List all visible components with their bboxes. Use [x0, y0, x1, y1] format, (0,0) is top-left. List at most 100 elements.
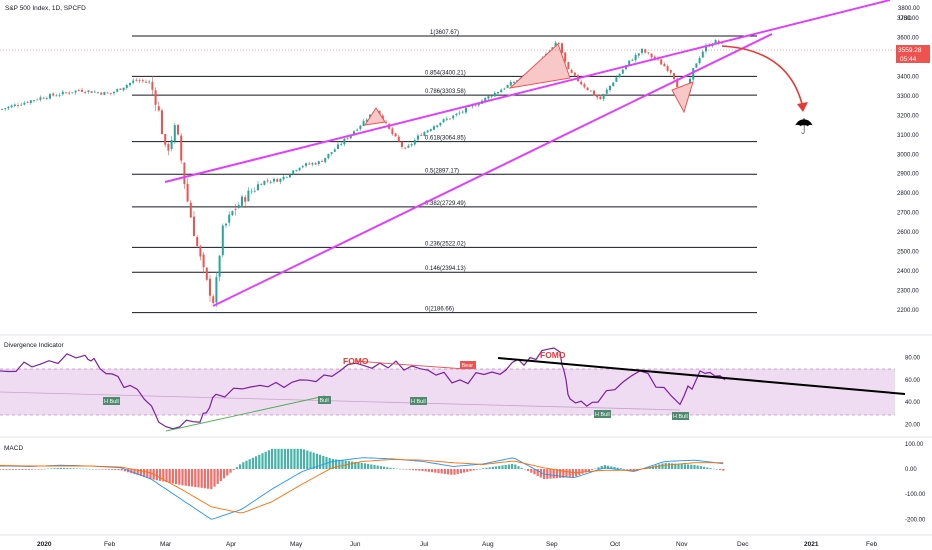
- macd-histogram-bar: [437, 469, 440, 474]
- macd-pane-title: MACD: [4, 445, 23, 452]
- candle-body: [212, 296, 215, 303]
- channel-lower-line[interactable]: [212, 33, 773, 307]
- candle-body: [228, 214, 231, 223]
- candle-body: [705, 45, 707, 52]
- macd-histogram-bar: [133, 469, 136, 475]
- candle-body: [401, 142, 403, 147]
- macd-histogram-bar: [469, 469, 472, 472]
- candle-body: [343, 138, 346, 145]
- time-tick-label: Feb: [866, 541, 878, 548]
- candle-body: [647, 52, 650, 54]
- candle-body: [218, 255, 221, 277]
- candle-body: [397, 136, 400, 142]
- fibonacci-retracement[interactable]: 1(3607.67) 0.854(3400.21) 0.786(3303.58) 0.…: [132, 30, 757, 314]
- candle-body: [177, 124, 179, 135]
- candle-body: [61, 91, 64, 95]
- candle-body: [260, 184, 263, 185]
- candle-body: [596, 95, 599, 98]
- candle-body: [173, 125, 176, 142]
- candle-body: [93, 91, 96, 93]
- divergence-pane[interactable]: FOMO FOMO Bear H Bull Bull H Bull H Bull…: [0, 342, 921, 432]
- macd-histogram-bar: [360, 462, 363, 469]
- candle-body: [209, 278, 211, 296]
- chart-title: S&P 500 Index, 1D, SPCFD: [5, 5, 86, 12]
- macd-histogram-bar: [53, 468, 56, 469]
- macd-histogram-bar: [56, 467, 59, 469]
- macd-histogram-bar: [357, 462, 360, 469]
- macd-histogram-bar: [309, 451, 312, 469]
- candle-body: [84, 92, 87, 94]
- channel-upper-line[interactable]: [164, 0, 891, 183]
- candle-body: [330, 152, 333, 154]
- macd-histogram-bar: [213, 469, 216, 487]
- bull-label-2: Bull: [318, 396, 331, 404]
- candle-body: [113, 91, 115, 94]
- macd-histogram-bar: [293, 448, 296, 469]
- macd-histogram-bar: [546, 469, 549, 479]
- macd-histogram-bar: [363, 463, 366, 469]
- macd-histogram-bar: [149, 469, 152, 479]
- candle-body: [340, 144, 343, 145]
- macd-histogram-bar: [552, 469, 555, 479]
- macd-histogram-bar: [258, 454, 261, 469]
- price-tick-label: 3300.00: [897, 94, 919, 100]
- umbrella-icon: ☂: [794, 114, 814, 139]
- macd-histogram-bar: [667, 463, 670, 469]
- candle-body: [589, 90, 592, 92]
- macd-histogram-bar: [456, 469, 459, 475]
- price-tick-label: 2300.00: [897, 289, 919, 295]
- macd-histogram-bar: [677, 463, 680, 469]
- price-pane[interactable]: 1(3607.67) 0.854(3400.21) 0.786(3303.58) 0.…: [0, 0, 930, 314]
- macd-histogram-bar: [40, 469, 43, 470]
- macd-histogram-bar: [31, 469, 34, 470]
- price-tick-label: 2200.00: [897, 308, 919, 314]
- macd-histogram-bar: [287, 448, 290, 469]
- candle-body: [221, 225, 224, 256]
- macd-histogram-bar: [373, 465, 376, 469]
- macd-histogram-bar: [383, 466, 386, 469]
- macd-pane[interactable]: MACD 100.00 0.00 -100.00 -200.00: [0, 442, 926, 524]
- candle-body: [353, 131, 355, 136]
- macd-histogram-bar: [523, 469, 526, 470]
- macd-histogram-bar: [408, 469, 411, 470]
- countdown-tag: [896, 54, 930, 63]
- fib-level-label: 0.854(3400.21): [425, 70, 466, 76]
- macd-histogram-bar: [475, 469, 478, 470]
- macd-tick-label: 100.00: [905, 442, 924, 448]
- macd-histogram-bar: [328, 458, 331, 469]
- overbought-oversold-band: [0, 369, 895, 415]
- macd-histogram-bar: [392, 468, 395, 469]
- pattern-triangles: [363, 43, 694, 126]
- time-axis[interactable]: 2020 Feb Mar Apr May Jun Jul Aug Sep Oct Nov Dec 202…: [37, 541, 878, 548]
- candle-body: [141, 80, 144, 82]
- macd-histogram-bar: [111, 469, 114, 470]
- macd-histogram-bar: [162, 469, 165, 482]
- macd-histogram-bar: [245, 460, 248, 469]
- candle-body: [65, 92, 67, 94]
- time-tick-label: Sep: [546, 541, 558, 548]
- macd-axis[interactable]: 100.00 0.00 -100.00 -200.00: [905, 442, 926, 524]
- fib-level-label: 0.146(2394.13): [425, 266, 466, 272]
- candle-body: [39, 97, 42, 100]
- candle-body: [33, 100, 35, 101]
- candle-body: [452, 115, 455, 119]
- candle-body: [151, 81, 154, 90]
- macd-histogram-bar: [72, 468, 75, 469]
- candle-body: [301, 166, 304, 168]
- rising-wedge-channel[interactable]: [164, 0, 891, 307]
- price-axis-top-label: 3800.00: [898, 6, 920, 12]
- time-tick-label: Jun: [350, 541, 361, 548]
- macd-histogram-bar: [405, 469, 408, 470]
- resistance-trend-line[interactable]: [497, 357, 906, 395]
- projection-arrowhead: [797, 102, 808, 112]
- macd-histogram-bar: [123, 469, 126, 472]
- fib-level-label: 0.618(3064.85): [425, 136, 466, 142]
- candle-body: [253, 190, 256, 192]
- macd-histogram-bar: [597, 467, 600, 469]
- macd-histogram-bar: [472, 469, 475, 471]
- divergence-axis[interactable]: 80.00 60.00 40.00 20.00: [905, 356, 921, 429]
- price-tick-label: 2400.00: [897, 269, 919, 275]
- macd-histogram-bar: [507, 464, 510, 469]
- macd-histogram-bar: [312, 452, 315, 469]
